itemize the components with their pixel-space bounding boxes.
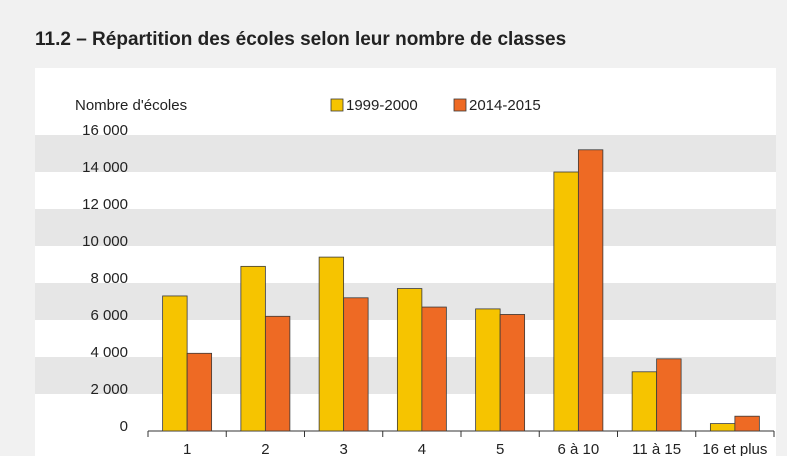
x-tick-label: 3 xyxy=(339,441,347,456)
y-tick-label: 16 000 xyxy=(82,122,128,139)
y-axis-label: Nombre d'écoles xyxy=(75,97,187,114)
y-tick-label: 2 000 xyxy=(90,381,128,398)
x-tick-label: 11 à 15 xyxy=(632,441,681,456)
bar xyxy=(499,314,526,432)
bar xyxy=(475,308,501,432)
y-tick-label: 14 000 xyxy=(82,159,128,176)
bar xyxy=(318,256,345,432)
bar xyxy=(396,288,423,432)
x-tick-label: 16 et plus xyxy=(702,441,767,456)
y-tick-label: 6 000 xyxy=(90,307,128,324)
x-tick-label: 6 à 10 xyxy=(558,441,600,456)
y-tick-label: 4 000 xyxy=(90,344,128,361)
bar xyxy=(656,358,682,432)
bar xyxy=(186,352,213,432)
bar xyxy=(553,171,579,432)
bar xyxy=(421,306,447,432)
y-tick-label: 10 000 xyxy=(82,233,128,250)
legend-label: 1999-2000 xyxy=(346,97,418,114)
y-tick-label: 12 000 xyxy=(82,196,128,213)
legend-swatch xyxy=(330,98,344,112)
x-tick-label: 5 xyxy=(496,441,504,456)
bar xyxy=(577,149,604,432)
bar xyxy=(162,295,188,432)
y-tick-label: 8 000 xyxy=(90,270,128,287)
x-tick-label: 1 xyxy=(183,441,191,456)
bar xyxy=(240,265,266,432)
x-tick-label: 4 xyxy=(418,441,426,456)
y-tick-label: 0 xyxy=(120,418,128,435)
bar xyxy=(343,297,369,432)
bar xyxy=(709,423,736,432)
legend-swatch xyxy=(453,98,467,112)
bar xyxy=(264,315,291,432)
legend-label: 2014-2015 xyxy=(469,97,541,114)
bar xyxy=(631,371,658,432)
x-tick-label: 2 xyxy=(261,441,269,456)
grid-band xyxy=(35,135,776,172)
bar xyxy=(734,415,760,432)
grid-band xyxy=(35,209,776,246)
chart-title: 11.2 – Répartition des écoles selon leur… xyxy=(35,29,566,50)
